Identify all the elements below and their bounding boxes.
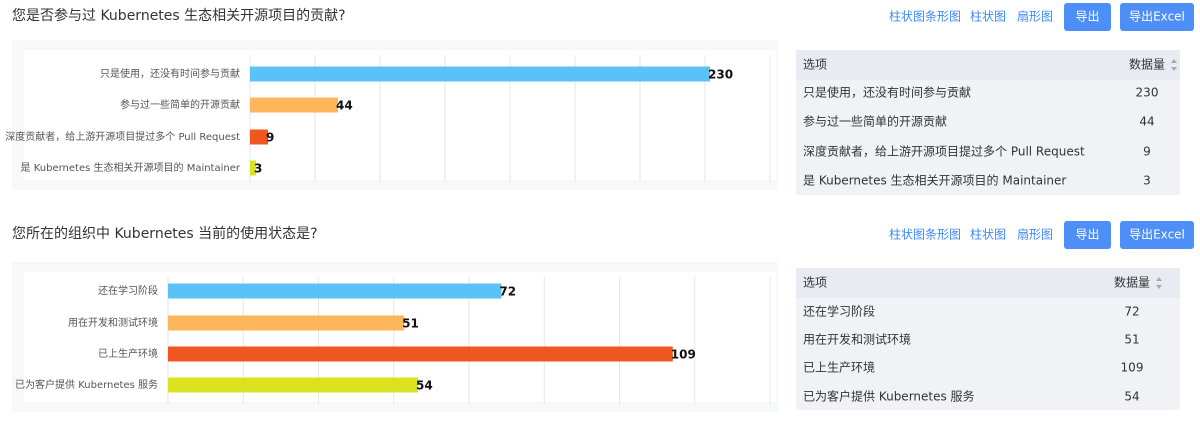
table-cell: 230: [1136, 86, 1159, 100]
value-label: 51: [402, 317, 419, 331]
category-label: 用在开发和测试环境: [68, 316, 158, 329]
table-cell: 9: [1143, 145, 1151, 159]
category-label: 深度贡献者，给上游开源项目提过多个 Pull Request: [5, 130, 240, 143]
view-toggle[interactable]: 柱状图条形图: [889, 9, 961, 24]
value-label: 9: [266, 131, 274, 145]
table-cell: 54: [1124, 390, 1139, 404]
bar: [250, 97, 338, 113]
category-label: 是 Kubernetes 生态相关开源项目的 Maintainer: [21, 161, 241, 174]
table-cell: 深度贡献者，给上游开源项目提过多个 Pull Request: [803, 144, 1085, 159]
button-label[interactable]: 导出: [1075, 228, 1099, 242]
question-title: 您所在的组织中 Kubernetes 当前的使用状态是?: [12, 225, 318, 242]
table-cell: 109: [1121, 361, 1144, 375]
button-label[interactable]: 导出Excel: [1129, 228, 1185, 242]
category-label: 只是使用，还没有时间参与贡献: [100, 67, 240, 80]
bar: [168, 346, 673, 362]
table-cell: 是 Kubernetes 生态相关开源项目的 Maintainer: [803, 173, 1066, 188]
value-label: 72: [499, 285, 516, 299]
sort-icon[interactable]: [1171, 59, 1177, 71]
button[interactable]: [1120, 3, 1194, 31]
table-header: 选项: [803, 276, 827, 290]
question-title: 您是否参与过 Kubernetes 生态相关开源项目的贡献?: [12, 7, 346, 24]
table-cell: 已为客户提供 Kubernetes 服务: [803, 389, 975, 404]
view-toggle[interactable]: 扇形图: [1017, 9, 1053, 24]
table-cell: 只是使用，还没有时间参与贡献: [803, 85, 971, 100]
view-toggle[interactable]: 柱状图: [970, 227, 1006, 242]
table-cell: 72: [1124, 305, 1139, 319]
button[interactable]: [1120, 221, 1194, 249]
view-toggle[interactable]: 柱状图: [970, 9, 1006, 24]
button[interactable]: [1064, 3, 1111, 31]
bar: [168, 315, 405, 331]
table-header: 数据量: [1114, 275, 1150, 290]
category-label: 参与过一些简单的开源贡献: [120, 98, 240, 111]
view-toggle[interactable]: 柱状图条形图: [889, 227, 961, 242]
sort-icon[interactable]: [1156, 277, 1162, 289]
bar: [250, 160, 256, 176]
value-label: 44: [336, 99, 353, 113]
category-label: 已上生产环境: [98, 347, 158, 360]
button[interactable]: [1064, 221, 1111, 249]
table-header: 选项: [803, 58, 827, 72]
button-label[interactable]: 导出Excel: [1129, 10, 1185, 24]
table-cell: 51: [1124, 333, 1139, 347]
category-label: 已为客户提供 Kubernetes 服务: [15, 378, 158, 391]
value-label: 3: [254, 162, 262, 176]
bar: [250, 129, 268, 145]
value-label: 54: [416, 379, 433, 393]
table-header: 数据量: [1129, 57, 1165, 72]
table-header-bg: [796, 268, 1180, 298]
table-cell: 3: [1143, 174, 1151, 188]
value-label: 230: [708, 68, 733, 82]
view-toggle[interactable]: 扇形图: [1017, 227, 1053, 242]
table-cell: 还在学习阶段: [803, 304, 875, 319]
value-label: 109: [671, 348, 696, 362]
table-cell: 参与过一些简单的开源贡献: [803, 114, 947, 129]
table-cell: 已上生产环境: [803, 360, 875, 375]
bar: [250, 66, 710, 82]
table-cell: 用在开发和测试环境: [803, 332, 911, 347]
bar: [168, 283, 502, 299]
bar: [168, 377, 419, 393]
table-header-bg: [796, 50, 1180, 80]
category-label: 还在学习阶段: [98, 284, 158, 297]
button-label[interactable]: 导出: [1075, 10, 1099, 24]
table-cell: 44: [1139, 115, 1154, 129]
